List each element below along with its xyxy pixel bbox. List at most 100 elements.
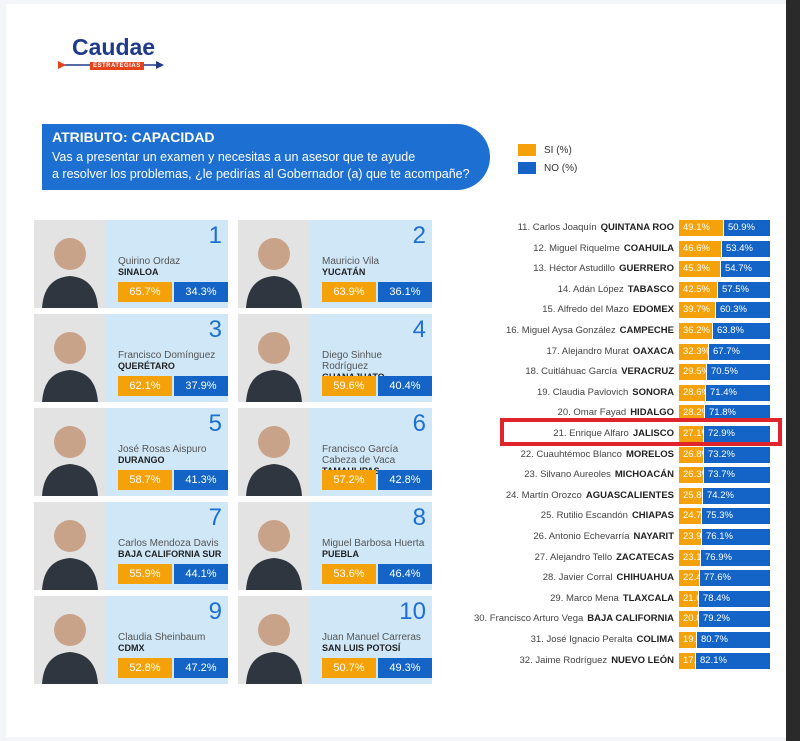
no-bar: 75.3% bbox=[702, 508, 770, 525]
no-bar: 71.8% bbox=[705, 405, 770, 422]
governor-name: 16. Miguel Aysa González bbox=[505, 325, 616, 336]
no-bar: 67.7% bbox=[709, 343, 770, 360]
governor-label: 26. Antonio Echevarría NAYARIT bbox=[533, 531, 674, 542]
si-bar: 42.5% bbox=[679, 281, 717, 298]
governor-name: 18. Cuitláhuac García bbox=[525, 366, 618, 378]
list-item: 12. Miguel Riquelme COAHUILA 46.6% 53.4% bbox=[496, 240, 776, 258]
governor-state: COAHUILA bbox=[623, 242, 674, 254]
governor-name: 12. Miguel Riquelme bbox=[533, 242, 620, 254]
si-bar: 22.4% bbox=[679, 570, 699, 587]
no-value: 44.1% bbox=[174, 564, 228, 584]
governor-name: 17. Alejandro Murat bbox=[546, 345, 629, 357]
rank-number: 10 bbox=[399, 598, 426, 625]
governor-state: CAMPECHE bbox=[619, 325, 674, 336]
governor-state: CHIAPAS bbox=[631, 510, 674, 522]
governor-label: 12. Miguel Riquelme COAHUILA bbox=[533, 243, 674, 254]
no-value: 42.8% bbox=[378, 470, 432, 490]
legend: SI (%) NO (%) bbox=[518, 144, 577, 180]
governor-card: 1 Quirino Ordaz SINALOA 65.7% 34.3% bbox=[34, 220, 228, 308]
governor-state: JALISCO bbox=[632, 428, 674, 439]
si-value: 52.8% bbox=[118, 658, 172, 678]
governor-label: 14. Adán López TABASCO bbox=[558, 284, 674, 295]
governor-state: QUINTANA ROO bbox=[600, 222, 674, 233]
si-bar: 23.9% bbox=[679, 529, 701, 545]
no-value: 46.4% bbox=[378, 564, 432, 584]
governor-name: 30. Francisco Arturo Vega bbox=[473, 613, 584, 625]
governor-state: MORELOS bbox=[625, 448, 674, 460]
governor-name: 32. Jaime Rodríguez bbox=[519, 654, 608, 666]
governor-state: DURANGO bbox=[118, 455, 165, 465]
governor-state: TLAXCALA bbox=[622, 592, 674, 604]
governor-photo bbox=[34, 596, 106, 684]
governor-card: 7 Carlos Mendoza Davis BAJA CALIFORNIA SUR… bbox=[34, 502, 228, 590]
si-bar: 32.3% bbox=[679, 343, 708, 360]
governor-label: 22. Cuauhtémoc Blanco MORELOS bbox=[521, 449, 674, 460]
no-value: 49.3% bbox=[378, 658, 432, 678]
legend-item-no: NO (%) bbox=[518, 162, 577, 174]
governor-state: SONORA bbox=[632, 386, 674, 398]
governor-label: 25. Rutilio Escandón CHIAPAS bbox=[541, 510, 674, 521]
no-bar: 57.5% bbox=[718, 281, 770, 298]
rank-number: 9 bbox=[208, 598, 222, 625]
governor-photo bbox=[34, 220, 106, 308]
governor-name: 19. Claudia Pavlovich bbox=[536, 386, 629, 398]
si-bar: 21.6% bbox=[679, 590, 698, 607]
governor-state: SINALOA bbox=[118, 267, 159, 277]
logo-subtitle: ESTRATEGIAS bbox=[90, 62, 144, 70]
no-value: 47.2% bbox=[174, 658, 228, 678]
si-value: 57.2% bbox=[322, 470, 376, 490]
si-bar: 45.3% bbox=[679, 261, 720, 278]
title-banner: ATRIBUTO: CAPACIDAD Vas a presentar un e… bbox=[42, 124, 490, 190]
governor-photo bbox=[34, 314, 106, 402]
legend-label-no: NO (%) bbox=[544, 162, 578, 174]
si-value: 55.9% bbox=[118, 564, 172, 584]
governor-name: 25. Rutilio Escandón bbox=[540, 510, 628, 522]
highlight-box-jalisco bbox=[500, 418, 782, 446]
governor-state: SAN LUIS POTOSÍ bbox=[322, 643, 401, 653]
governor-state: AGUASCALIENTES bbox=[585, 489, 674, 501]
no-bar: 73.2% bbox=[704, 446, 770, 463]
governor-name: 11. Carlos Joaquín bbox=[517, 222, 597, 233]
governor-name: Carlos Mendoza Davis BAJA CALIFORNIA SUR bbox=[118, 538, 222, 559]
governor-name: Juan Manuel Carreras SAN LUIS POTOSÍ bbox=[322, 632, 426, 654]
list-item: 14. Adán López TABASCO 42.5% 57.5% bbox=[496, 281, 776, 299]
rank-number: 8 bbox=[412, 504, 426, 531]
no-bar: 79.2% bbox=[699, 611, 770, 628]
no-bar: 82.1% bbox=[696, 652, 770, 669]
governor-state: QUERÉTARO bbox=[118, 361, 175, 371]
attribute-title: ATRIBUTO: CAPACIDAD bbox=[52, 129, 215, 145]
governor-state: NUEVO LEÓN bbox=[611, 654, 674, 666]
governor-name: 26. Antonio Echevarría bbox=[533, 531, 630, 542]
question-text: Vas a presentar un examen y necesitas a … bbox=[52, 149, 492, 183]
si-bar: 28.2% bbox=[679, 405, 704, 422]
governor-label: 15. Alfredo del Mazo EDOMEX bbox=[542, 304, 674, 315]
si-bar: 27.1% bbox=[679, 426, 703, 442]
governor-label: 11. Carlos Joaquín QUINTANA ROO bbox=[518, 222, 674, 233]
si-value: 50.7% bbox=[322, 658, 376, 678]
no-bar: 76.1% bbox=[702, 529, 770, 545]
governor-state: NAYARIT bbox=[633, 531, 674, 542]
no-value: 37.9% bbox=[174, 376, 228, 396]
no-bar: 72.9% bbox=[704, 426, 770, 442]
no-value: 34.3% bbox=[174, 282, 228, 302]
si-value: 58.7% bbox=[118, 470, 172, 490]
rank-number: 3 bbox=[208, 316, 222, 343]
governor-name: Quirino Ordaz SINALOA bbox=[118, 256, 222, 278]
si-bar: 25.8% bbox=[679, 487, 702, 504]
governor-name: 15. Alfredo del Mazo bbox=[542, 304, 629, 316]
governor-state: GUERRERO bbox=[619, 263, 674, 275]
si-bar: 26.3% bbox=[679, 467, 703, 484]
caudae-logo: Caudae ESTRATEGIAS bbox=[56, 34, 166, 74]
infographic-page: Caudae ESTRATEGIAS ATRIBUTO: CAPACIDAD V… bbox=[6, 4, 786, 737]
governor-name: 23. Silvano Aureoles bbox=[524, 469, 611, 481]
rank-number: 5 bbox=[208, 410, 222, 437]
rank-number: 4 bbox=[412, 316, 426, 343]
